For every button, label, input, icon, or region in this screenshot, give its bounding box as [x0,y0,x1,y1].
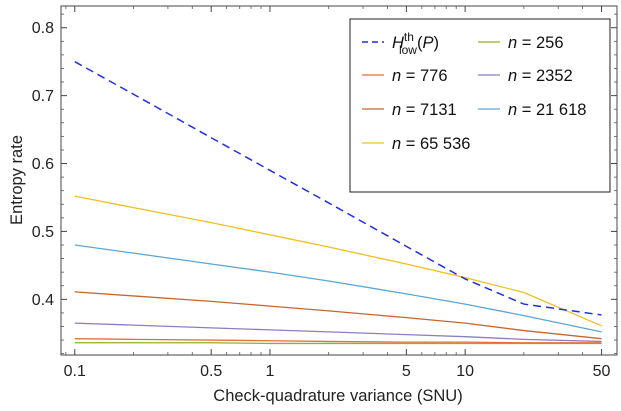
legend: Hth low(P) n = 256 n = 776 n = 2352 n = 7131 n… [349,18,611,193]
x-axis-title: Check-quadrature variance (SNU) [213,387,462,405]
y-tick-label: 0.8 [32,20,54,37]
x-tick-label: 0.1 [64,363,86,380]
series-line [74,244,602,333]
series-line [74,342,602,345]
legend-label: n = 776 [392,67,448,85]
y-axis-ticks: 0.4 0.5 0.6 0.7 0.8 [32,13,617,355]
series-line [74,322,602,343]
y-axis-title: Entropy rate [8,135,26,225]
series-line [74,291,602,340]
x-tick-label: 0.5 [200,363,222,380]
x-tick-label: 1 [265,363,274,380]
x-tick-label: 50 [593,363,611,380]
legend-box [349,18,611,193]
legend-label: n = 65 536 [392,135,470,153]
legend-label: n = 21 618 [508,101,586,119]
x-axis-ticks: 0.1 0.5 1 5 10 50 [64,6,618,380]
y-tick-label: 0.5 [32,224,54,241]
x-tick-label: 5 [402,363,411,380]
legend-label: n = 2352 [508,67,573,85]
series-line [74,61,602,316]
series-line [74,195,602,327]
legend-label: n = 256 [508,34,564,52]
plot-frame [60,5,618,356]
legend-label: n = 7131 [392,101,457,119]
y-tick-label: 0.4 [32,292,54,309]
y-tick-label: 0.7 [32,88,54,105]
series-line [74,338,602,344]
y-tick-label: 0.6 [32,156,54,173]
series-layer [74,61,602,345]
legend-label: Hth low(P) [392,30,439,57]
x-tick-label: 10 [456,363,474,380]
